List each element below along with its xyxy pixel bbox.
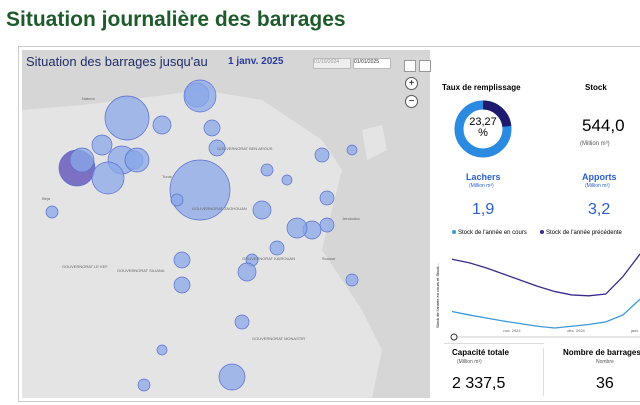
place-label: GOUVERNORAT KAIROUAN (242, 256, 295, 261)
apports-unit: (Million m³) (585, 183, 610, 189)
apports-title: Apports (582, 172, 617, 182)
dam-bubble (260, 163, 274, 177)
x-tick-label: déc. 2024 (567, 328, 585, 333)
dams-value: 36 (596, 375, 614, 392)
dams-unit: Nombre (596, 359, 614, 365)
dam-bubble (345, 273, 359, 287)
place-label: GOUVERNORAT ZAGHOUAN (192, 206, 247, 211)
dam-bubble (124, 147, 150, 173)
dam-bubble (156, 344, 168, 356)
dam-bubble (218, 363, 246, 391)
slider-handle[interactable] (450, 333, 458, 341)
dams-title: Nombre de barrages (563, 348, 640, 357)
stock-title: Stock (585, 83, 607, 92)
page-title: Situation journalière des barrages (6, 8, 346, 31)
focus-button[interactable] (419, 60, 431, 72)
dam-bubble (69, 147, 95, 173)
fill-value: 23,27% (452, 117, 514, 139)
dam-bubble (173, 276, 191, 294)
dam-bubble (319, 217, 335, 233)
lachers-title: Lachers (466, 172, 501, 182)
capacity-title: Capacité totale (452, 348, 509, 357)
stock-value: 544,0 (582, 116, 625, 135)
dam-bubble (314, 147, 330, 163)
date-to[interactable]: 01/01/2025 (353, 58, 391, 69)
dam-bubble (286, 217, 308, 239)
map-date: 1 janv. 2025 (228, 56, 284, 67)
dam-bubble (183, 79, 217, 113)
place-label: Jendouba (342, 216, 360, 221)
dam-bubble (208, 139, 226, 157)
filter-button[interactable] (404, 60, 416, 72)
place-label: GOUVERNORAT LE KEF (62, 264, 108, 269)
legend-label: Stock de l'année en cours (458, 230, 527, 236)
stock-unit: (Million m³) (580, 141, 610, 147)
land (362, 125, 387, 160)
place-label: GOUVERNORAT SILIANA (117, 268, 165, 273)
dam-bubble (137, 378, 151, 392)
divider (543, 348, 544, 396)
dam-bubble (319, 190, 335, 206)
lachers-unit: (Million m³) (469, 183, 494, 189)
line-chart: Stock de l'année en cours Stock de l'anné… (435, 230, 640, 341)
dam-bubble (252, 200, 272, 220)
date-from[interactable]: 01/10/2024 (313, 58, 351, 69)
dam-bubble (104, 95, 150, 141)
legend-dot (540, 230, 544, 234)
dam-bubble (237, 262, 257, 282)
map-title: Situation des barrages jusqu'au (26, 54, 208, 69)
legend-dot (452, 230, 456, 234)
fill-title: Taux de remplissage (442, 83, 521, 92)
capacity-value: 2 337,5 (452, 375, 506, 392)
capacity-unit: (Million m³) (457, 359, 482, 365)
lachers-value: 1,9 (472, 201, 495, 218)
dam-bubble (45, 205, 59, 219)
dam-bubble (91, 161, 125, 195)
legend-label: Stock de l'année précédente (546, 230, 623, 236)
dam-bubble (173, 251, 191, 269)
dam-bubble (169, 159, 231, 221)
dam-bubble (203, 119, 221, 137)
dam-bubble (91, 134, 113, 156)
series-line (451, 253, 640, 297)
zoom-out[interactable]: − (405, 95, 418, 108)
place-label: GOUVERNORAT MONASTIR (252, 336, 305, 341)
dam-bubble (152, 115, 172, 135)
donut-arc (482, 100, 512, 128)
donut (454, 100, 512, 158)
dam-bubble (346, 144, 358, 156)
place-label: Nabeul (82, 96, 95, 101)
series-line (451, 298, 640, 329)
place-label: Béja (42, 196, 51, 201)
place-label: GOUVERNORAT BEN AROUS (217, 146, 273, 151)
dam-bubble (234, 314, 250, 330)
place-label: Sousse (322, 256, 336, 261)
dam-bubble (170, 193, 184, 207)
y-axis-label: Stock de l'année en cours et Stock... (435, 263, 440, 328)
apports-value: 3,2 (588, 201, 611, 218)
zoom-in[interactable]: + (405, 77, 418, 90)
map[interactable]: GOUVERNORAT ZAGHOUAN GOUVERNORAT SILIANA G… (22, 50, 430, 398)
x-tick-label: nov. 2024 (503, 328, 521, 333)
fill-label: 23,27 (469, 116, 497, 128)
divider (444, 343, 544, 344)
x-tick-label: janv. (630, 328, 639, 333)
dam-bubble (269, 240, 285, 256)
place-label: Tunis (162, 174, 172, 179)
fill-unit: % (478, 127, 488, 139)
dam-bubble (281, 174, 293, 186)
